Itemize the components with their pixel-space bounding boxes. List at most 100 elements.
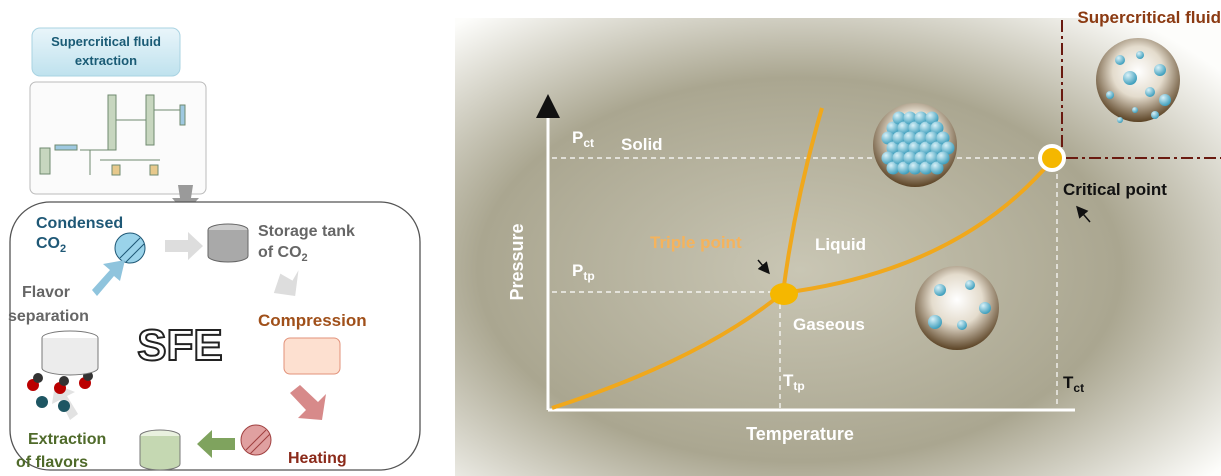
particle (957, 320, 967, 330)
particles (881, 51, 1171, 330)
particle (934, 284, 946, 296)
label: 2 (302, 252, 308, 264)
particle (886, 141, 900, 155)
critical-point-label: Critical point (1063, 180, 1167, 199)
label: 2 (60, 243, 66, 255)
particle (925, 151, 939, 165)
particle (936, 151, 950, 165)
particle (1115, 55, 1125, 65)
label: of flavors (16, 454, 88, 471)
particle (903, 131, 917, 145)
particle (941, 141, 955, 155)
label: tp (583, 269, 594, 283)
region-solid: Solid (621, 135, 663, 154)
label: T (783, 371, 794, 390)
particle (914, 111, 928, 125)
particle (930, 161, 944, 175)
label: T (1063, 373, 1074, 392)
phase-curves (551, 107, 1054, 410)
title-box (31, 27, 181, 77)
particle (1132, 107, 1138, 113)
particle (908, 141, 922, 155)
triple-point (770, 283, 798, 305)
particle (928, 315, 942, 329)
step-compression: Compression (258, 311, 367, 330)
pointer (757, 259, 770, 275)
particle (908, 161, 922, 175)
tick-p-tp: Ptp (572, 261, 595, 283)
label: separation (8, 308, 89, 325)
label: ct (1073, 381, 1084, 395)
particle (919, 161, 933, 175)
label: tp (793, 379, 804, 393)
particle (914, 151, 928, 165)
particle (881, 131, 895, 145)
particle (897, 121, 911, 135)
arrow (273, 270, 299, 297)
arrow (92, 260, 125, 296)
label: Condensed (36, 215, 123, 232)
sfe-label: SFE (137, 321, 223, 370)
particle (881, 151, 895, 165)
arrow (165, 232, 203, 260)
particle (914, 131, 928, 145)
particle (1123, 71, 1137, 85)
process-title: Supercritical fluid extraction (51, 34, 161, 68)
particle (908, 121, 922, 135)
particle (1154, 64, 1166, 76)
particle (919, 141, 933, 155)
particle (919, 121, 933, 135)
particle (930, 141, 944, 155)
particle (936, 131, 950, 145)
region-supercritical: Supercritical fluid (1077, 8, 1221, 27)
particle (897, 141, 911, 155)
label: CO (36, 235, 60, 252)
particle (925, 131, 939, 145)
particle (930, 121, 944, 135)
y-axis-title: Pressure (507, 223, 527, 300)
particle (925, 111, 939, 125)
particle (1159, 94, 1171, 106)
step-heating: Heating (288, 450, 347, 467)
triple-point-label: Triple point (650, 233, 742, 252)
region-gaseous: Gaseous (793, 315, 865, 334)
particle (1151, 111, 1159, 119)
heater-lines (245, 429, 271, 455)
apparatus (39, 94, 186, 176)
particle (886, 121, 900, 135)
critical-point (1038, 144, 1066, 172)
region-liquid: Liquid (815, 235, 866, 254)
particle (979, 302, 991, 314)
arrow (290, 385, 326, 420)
separator (41, 338, 99, 376)
label: extraction (75, 53, 137, 68)
step-condensed: Condensed CO2 (36, 215, 123, 255)
vessel (139, 436, 181, 471)
tank (207, 230, 249, 263)
supercritical-boundary (1061, 20, 1221, 159)
label: Supercritical fluid (51, 34, 161, 49)
step-storage: Storage tank of CO2 (258, 223, 355, 264)
label: of CO (258, 244, 302, 261)
particle (886, 161, 900, 175)
step-separation: Flavor separation (8, 284, 89, 325)
arrow-down (172, 185, 199, 213)
label: Storage tank (258, 223, 355, 240)
particle (897, 161, 911, 175)
tick-p-ct: Pct (572, 128, 594, 150)
guides (552, 157, 1058, 408)
apparatus-box (29, 81, 207, 195)
condenser-lines (119, 237, 145, 263)
x-axis-title: Temperature (746, 424, 854, 444)
label: P (572, 128, 583, 147)
pointer (1076, 205, 1091, 223)
particle (965, 280, 975, 290)
label: Extraction (28, 431, 106, 448)
particle (903, 151, 917, 165)
label: ct (583, 136, 594, 150)
tick-t-ct: Tct (1063, 373, 1084, 395)
particle (892, 111, 906, 125)
arrow (197, 430, 235, 458)
